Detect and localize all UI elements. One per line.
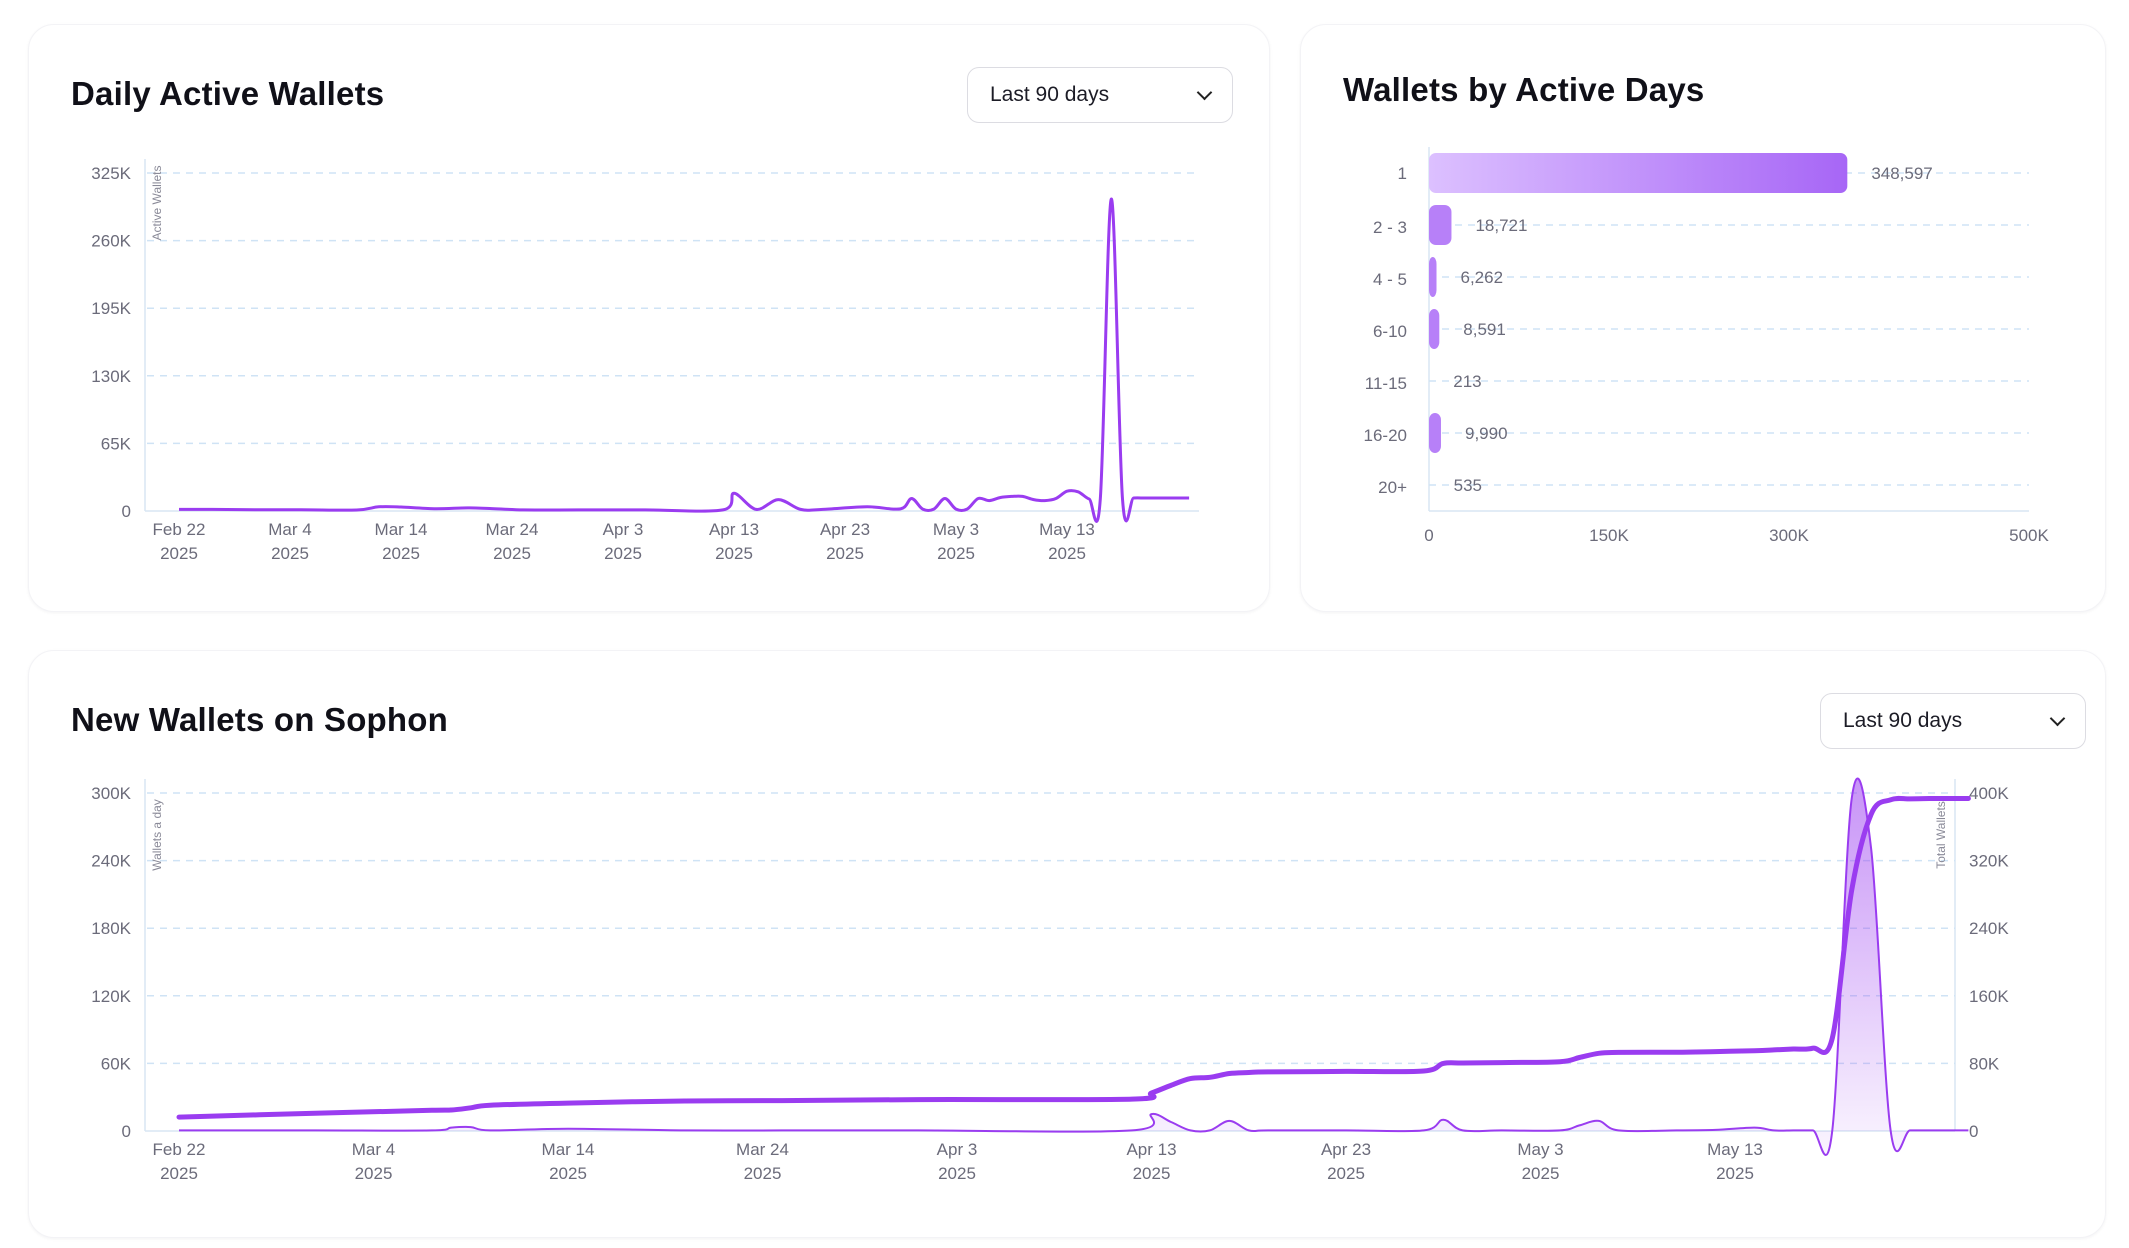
x-tick-year: 2025 — [1133, 1164, 1171, 1183]
x-tick-year: 2025 — [826, 544, 864, 563]
x-tick-label: Apr 23 — [820, 520, 870, 539]
wallets-by-active-days-card: Wallets by Active Days 1 348,597 2 - 3 18,7… — [1300, 24, 2106, 612]
y-tick-label: 0 — [122, 1122, 131, 1141]
x-tick-label: Mar 24 — [736, 1140, 789, 1159]
y-tick-label: 325K — [91, 164, 131, 183]
wallets-by-active-days-chart: 1 348,597 2 - 3 18,721 4 - 5 6,262 6-10 8,591 11… — [1364, 147, 2050, 545]
x-tick-label: Apr 3 — [603, 520, 644, 539]
x-tick-label: Apr 3 — [937, 1140, 978, 1159]
y-tick-label: 180K — [91, 919, 131, 938]
x-tick-year: 2025 — [355, 1164, 393, 1183]
category-label: 6-10 — [1373, 322, 1407, 341]
y2-tick-label: 0 — [1969, 1122, 1978, 1141]
y2-tick-label: 320K — [1969, 852, 2009, 871]
x-tick-label: Mar 14 — [542, 1140, 595, 1159]
y-axis-title: Active Wallets — [150, 166, 164, 241]
y-tick-label: 65K — [101, 434, 132, 453]
x-tick-year: 2025 — [549, 1164, 587, 1183]
y-tick-label: 130K — [91, 367, 131, 386]
category-label: 1 — [1398, 164, 1407, 183]
series-line-total-wallets — [176, 795, 1971, 1120]
y-tick-label: 60K — [101, 1054, 132, 1073]
x-tick-year: 2025 — [271, 544, 309, 563]
daily-active-range-dropdown[interactable]: Last 90 days — [967, 67, 1233, 123]
x-tick-label: Feb 22 — [153, 520, 206, 539]
x-tick-year: 2025 — [1716, 1164, 1754, 1183]
y2-tick-label: 240K — [1969, 919, 2009, 938]
x-tick-year: 2025 — [604, 544, 642, 563]
x-tick-label: Apr 13 — [1126, 1140, 1176, 1159]
x-tick-label: Mar 14 — [375, 520, 428, 539]
y2-tick-label: 400K — [1969, 784, 2009, 803]
daily-active-wallets-title: Daily Active Wallets — [71, 75, 385, 112]
x-tick-label: Apr 13 — [709, 520, 759, 539]
y-tick-label: 300K — [91, 784, 131, 803]
bar — [1429, 413, 1441, 453]
x-tick-label: Feb 22 — [153, 1140, 206, 1159]
y2-axis-title: Total Wallets — [1934, 801, 1948, 869]
category-label: 4 - 5 — [1373, 270, 1407, 289]
x-tick-label: 0 — [1424, 526, 1433, 545]
daily-active-wallets-chart: 0 65K 130K 195K 260K 325K Feb 22 2025 Mar 4 2025 M… — [91, 159, 1199, 563]
x-tick-label: May 3 — [1517, 1140, 1563, 1159]
bar — [1429, 309, 1440, 349]
x-tick-label: May 13 — [1039, 520, 1095, 539]
bar-value-label: 18,721 — [1475, 216, 1527, 235]
x-tick-year: 2025 — [1327, 1164, 1365, 1183]
x-tick-year: 2025 — [493, 544, 531, 563]
x-tick-label: Mar 4 — [352, 1140, 395, 1159]
x-tick-label: May 3 — [933, 520, 979, 539]
x-tick-label: 150K — [1589, 526, 1629, 545]
y-tick-label: 195K — [91, 299, 131, 318]
y-axis-title: Wallets a day — [150, 799, 164, 871]
bar — [1429, 205, 1452, 245]
x-tick-label: 500K — [2009, 526, 2049, 545]
y2-tick-label: 80K — [1969, 1054, 2000, 1073]
category-label: 11-15 — [1365, 374, 1407, 393]
y-tick-label: 260K — [91, 232, 131, 251]
x-tick-year: 2025 — [744, 1164, 782, 1183]
daily-active-wallets-card: Daily Active Wallets Last 90 days 0 65K 13… — [28, 24, 1270, 612]
x-tick-year: 2025 — [160, 544, 198, 563]
y-tick-label: 240K — [91, 852, 131, 871]
bar — [1429, 257, 1437, 297]
x-tick-label: Mar 4 — [268, 520, 311, 539]
category-label: 2 - 3 — [1373, 218, 1407, 237]
category-label: 16-20 — [1364, 426, 1407, 445]
x-tick-year: 2025 — [715, 544, 753, 563]
x-tick-year: 2025 — [382, 544, 420, 563]
x-tick-year: 2025 — [938, 1164, 976, 1183]
wallets-by-active-days-title: Wallets by Active Days — [1343, 71, 1705, 108]
bar-value-label: 9,990 — [1465, 424, 1508, 443]
bar-value-label: 535 — [1454, 476, 1482, 495]
new-wallets-range-dropdown[interactable]: Last 90 days — [1820, 693, 2086, 749]
bar-value-label: 213 — [1453, 372, 1481, 391]
y2-tick-label: 160K — [1969, 987, 2009, 1006]
bar-value-label: 348,597 — [1871, 164, 1932, 183]
y-tick-label: 0 — [122, 502, 131, 521]
new-wallets-title: New Wallets on Sophon — [71, 701, 448, 738]
new-wallets-chart: 0 0 60K 80K 120K 160K 180K 240K 240K 320K 300K 400K… — [91, 777, 2009, 1183]
x-tick-label: 300K — [1769, 526, 1809, 545]
series-line-active-wallets — [178, 197, 1190, 523]
daily-active-range-label: Last 90 days — [990, 83, 1110, 106]
bar — [1429, 153, 1848, 193]
x-tick-label: Apr 23 — [1321, 1140, 1371, 1159]
bar-value-label: 8,591 — [1463, 320, 1506, 339]
x-tick-year: 2025 — [160, 1164, 198, 1183]
new-wallets-range-label: Last 90 days — [1843, 709, 1963, 732]
x-tick-label: Mar 24 — [486, 520, 539, 539]
x-tick-year: 2025 — [937, 544, 975, 563]
category-label: 20+ — [1378, 478, 1407, 497]
x-tick-label: May 13 — [1707, 1140, 1763, 1159]
new-wallets-card: New Wallets on Sophon Last 90 days 0 0 60K… — [28, 650, 2106, 1238]
bar-value-label: 6,262 — [1461, 268, 1504, 287]
y-tick-label: 120K — [91, 987, 131, 1006]
x-tick-year: 2025 — [1048, 544, 1086, 563]
series-line-wallets-a-day — [179, 777, 1969, 1156]
x-tick-year: 2025 — [1522, 1164, 1560, 1183]
